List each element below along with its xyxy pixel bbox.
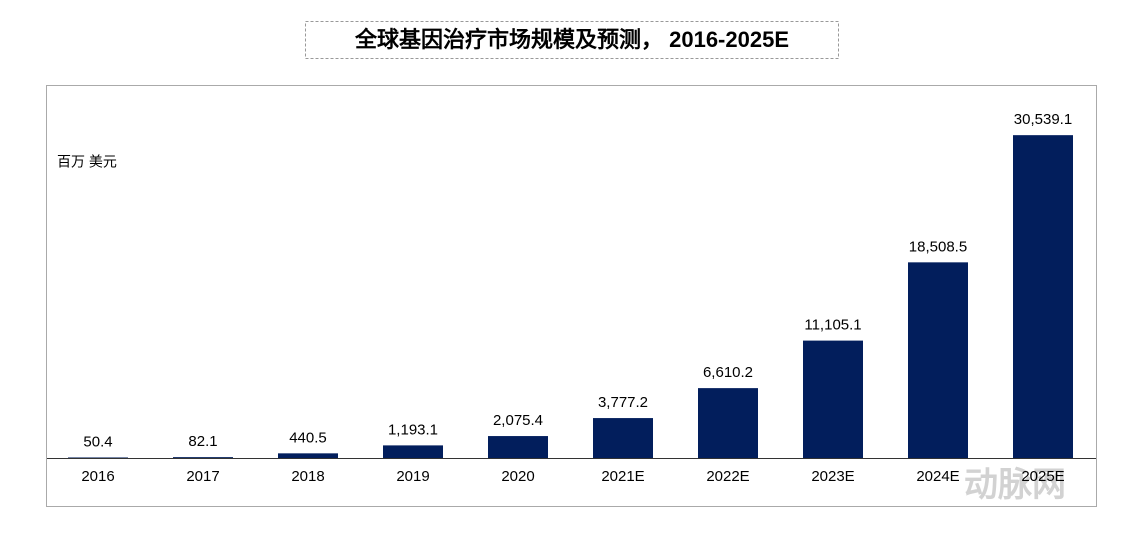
bar (383, 445, 443, 458)
x-tick-label: 2022E (706, 468, 749, 485)
value-label: 440.5 (289, 429, 327, 446)
bar (698, 388, 758, 458)
bar (278, 453, 338, 458)
x-tick-label: 2020 (501, 468, 534, 485)
watermark: 动脉网 (964, 466, 1066, 504)
chart-title: 全球基因治疗市场规模及预测， 2016-2025E (354, 27, 789, 52)
value-label: 50.4 (83, 433, 112, 450)
x-tick-label: 2023E (811, 468, 854, 485)
bar (68, 457, 128, 458)
bar (908, 262, 968, 458)
x-tick-label: 2024E (916, 468, 959, 485)
value-label: 6,610.2 (703, 364, 753, 381)
value-label: 11,105.1 (804, 317, 861, 334)
bar (173, 457, 233, 458)
plot-frame (46, 85, 1097, 507)
y-axis-label: 百万 美元 (57, 154, 117, 170)
x-tick-label: 2021E (601, 468, 644, 485)
bar (803, 340, 863, 458)
bar (488, 436, 548, 458)
bar (593, 418, 653, 458)
value-label: 3,777.2 (598, 394, 648, 411)
x-tick-label: 2016 (81, 468, 114, 485)
value-label: 1,193.1 (388, 421, 438, 438)
value-label: 18,508.5 (909, 238, 967, 255)
title-box (305, 21, 839, 59)
value-label: 30,539.1 (1014, 111, 1072, 128)
x-tick-label: 2019 (396, 468, 429, 485)
x-tick-label: 2018 (291, 468, 324, 485)
x-tick-label: 2017 (186, 468, 219, 485)
bar (1013, 135, 1073, 458)
x-tick-label: 2025E (1021, 468, 1064, 485)
value-label: 2,075.4 (493, 412, 543, 429)
value-label: 82.1 (188, 433, 217, 450)
